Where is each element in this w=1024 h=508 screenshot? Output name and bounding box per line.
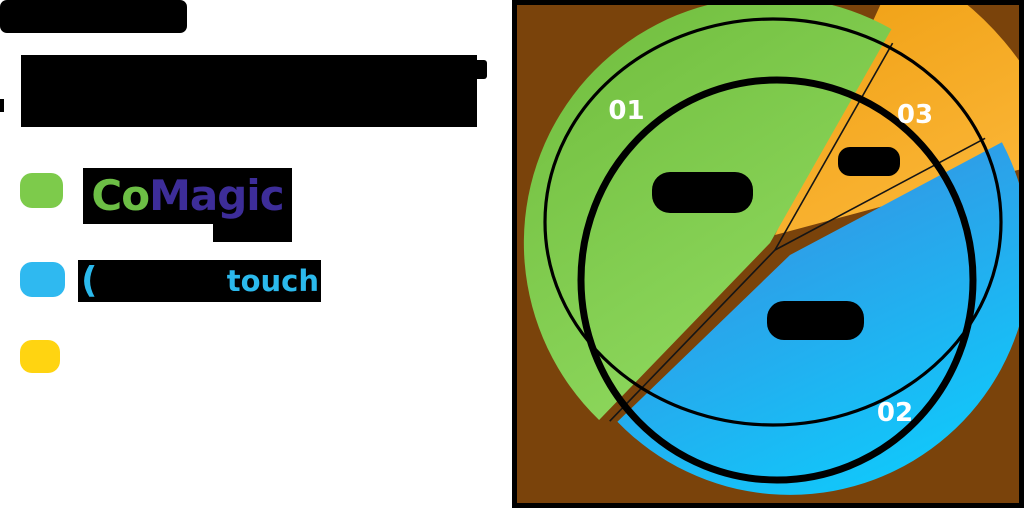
title-redacted-glyph-left xyxy=(0,99,4,112)
segment-boundary-line xyxy=(774,137,986,251)
legend-swatch-green xyxy=(20,173,63,208)
pie-label-01: 01 xyxy=(608,96,644,126)
bracket-icon: ( xyxy=(81,260,98,301)
comagic-logo: CoMagic xyxy=(83,168,292,224)
inner-thick-circle-outline xyxy=(577,76,977,484)
comagic-logo-tail-block xyxy=(213,223,292,242)
legend-panel: CoMagic ( touch xyxy=(0,0,487,373)
outer-thin-circle-outline xyxy=(543,17,1003,427)
value-redacted-pill-02 xyxy=(767,301,864,340)
comagic-logo-co: Co xyxy=(91,171,150,220)
pie-label-03: 03 xyxy=(897,100,933,130)
pie-chart-panel: 01 03 02 xyxy=(512,0,1024,508)
pie-label-02: 02 xyxy=(877,398,913,428)
segment-boundary-line xyxy=(774,42,894,251)
pie-panel-border xyxy=(512,0,1024,508)
calltouch-logo: ( touch xyxy=(78,260,321,302)
value-redacted-pill-01 xyxy=(652,172,753,213)
title-redacted-glyph xyxy=(474,60,487,79)
pie-chart: 01 03 02 xyxy=(512,0,1024,508)
comagic-logo-magic: Magic xyxy=(149,171,284,220)
segment-boundary-line xyxy=(609,249,776,422)
unknown-brand-logo-redacted xyxy=(0,0,187,33)
legend-item-unknown-brand xyxy=(0,0,187,373)
legend-swatch-blue xyxy=(20,262,65,297)
value-redacted-pill-03 xyxy=(838,147,900,176)
title-redacted-block xyxy=(21,55,477,127)
calltouch-logo-text: touch xyxy=(226,264,319,298)
legend-swatch-yellow xyxy=(20,340,60,373)
